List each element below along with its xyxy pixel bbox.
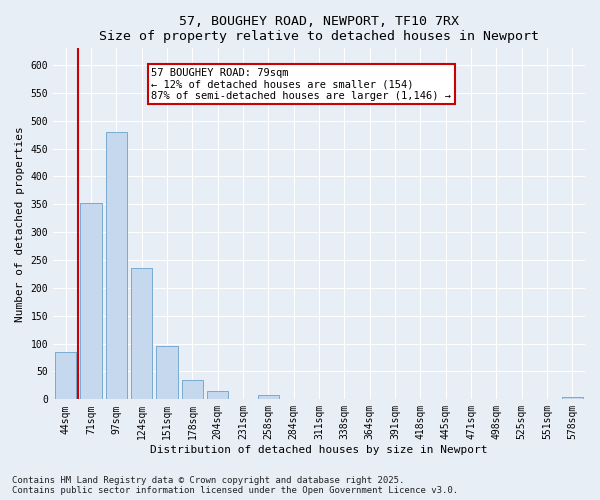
Bar (106, 132, 127, 400)
Bar (257, 396, 279, 400)
Bar (80, 203, 102, 400)
Y-axis label: Number of detached properties: Number of detached properties (15, 126, 25, 322)
Text: 57 BOUGHEY ROAD: 79sqm
← 12% of detached houses are smaller (154)
87% of semi-de: 57 BOUGHEY ROAD: 79sqm ← 12% of detached… (151, 68, 451, 101)
Bar (207, 391, 229, 400)
Text: Contains HM Land Registry data © Crown copyright and database right 2025.
Contai: Contains HM Land Registry data © Crown c… (12, 476, 458, 495)
Bar (156, 346, 178, 400)
Bar (55, 352, 76, 400)
Title: 57, BOUGHEY ROAD, NEWPORT, TF10 7RX
Size of property relative to detached houses: 57, BOUGHEY ROAD, NEWPORT, TF10 7RX Size… (99, 15, 539, 43)
X-axis label: Distribution of detached houses by size in Newport: Distribution of detached houses by size … (150, 445, 488, 455)
Bar (131, 268, 152, 400)
Bar (182, 380, 203, 400)
Bar (562, 396, 583, 400)
